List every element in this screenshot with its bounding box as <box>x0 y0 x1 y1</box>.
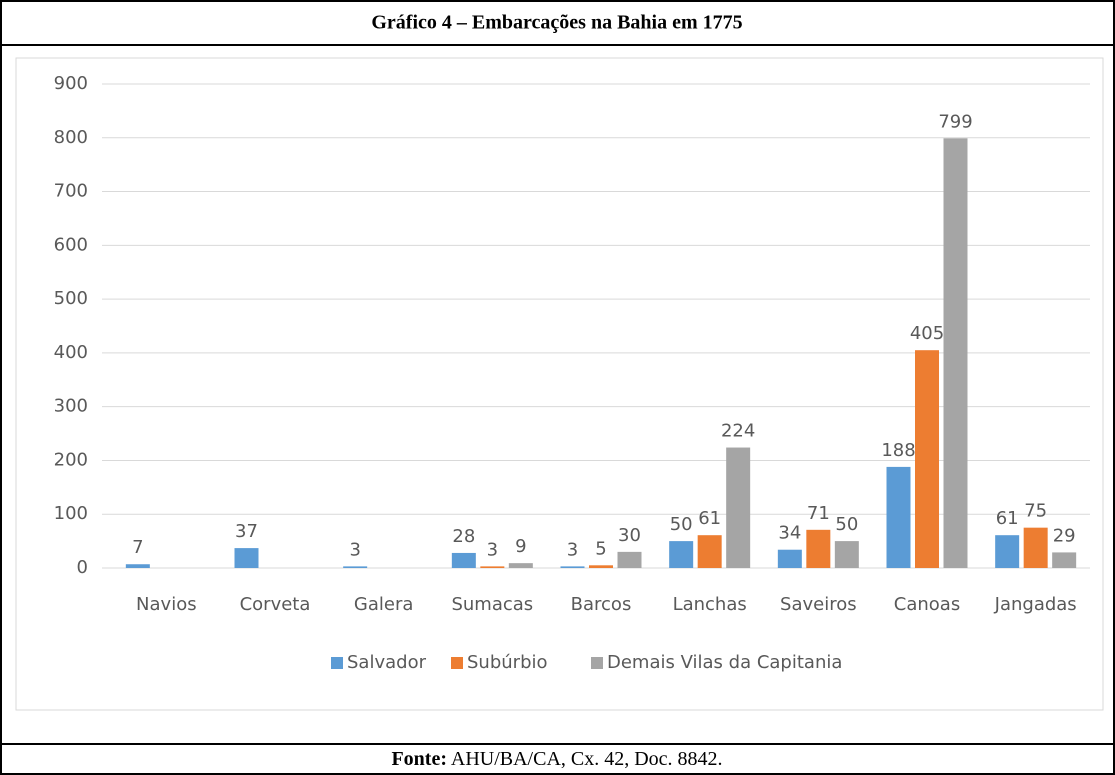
bar <box>617 551 642 568</box>
bar <box>834 541 859 568</box>
source: Fonte: AHU/BA/CA, Cx. 42, Doc. 8842. <box>391 748 722 770</box>
bar <box>806 529 831 568</box>
data-label: 224 <box>721 421 755 442</box>
bar <box>726 447 751 568</box>
data-label: 30 <box>618 525 641 546</box>
bar <box>343 566 368 568</box>
x-tick-label: Lanchas <box>673 594 747 615</box>
x-tick-label: Galera <box>354 594 413 615</box>
legend-swatch <box>331 657 343 669</box>
x-tick-label: Jangadas <box>994 594 1077 615</box>
legend-swatch <box>451 657 463 669</box>
bar <box>451 552 476 568</box>
bar <box>943 138 968 568</box>
data-label: 50 <box>835 514 858 535</box>
x-tick-label: Navios <box>136 594 197 615</box>
y-tick-label: 900 <box>54 73 88 94</box>
x-tick-label: Canoas <box>894 594 960 615</box>
data-label: 799 <box>938 111 972 132</box>
y-tick-label: 500 <box>54 288 88 309</box>
data-label: 5 <box>595 538 606 559</box>
y-tick-label: 200 <box>54 449 88 470</box>
data-label: 34 <box>778 523 801 544</box>
bar <box>995 535 1020 568</box>
legend-swatch <box>591 657 603 669</box>
data-label: 75 <box>1024 501 1047 522</box>
legend-label: Salvador <box>347 652 427 673</box>
bar <box>234 548 259 568</box>
data-label: 61 <box>996 508 1019 529</box>
data-label: 28 <box>452 526 475 547</box>
chart-border <box>15 57 1104 711</box>
bar <box>915 350 939 568</box>
data-label: 405 <box>910 323 944 344</box>
y-tick-label: 400 <box>54 342 88 363</box>
x-tick-label: Corveta <box>240 594 311 615</box>
bar <box>886 466 911 568</box>
data-label: 71 <box>807 503 830 524</box>
source-label: Fonte: <box>391 748 447 770</box>
bar <box>669 541 694 568</box>
data-label: 37 <box>235 521 258 542</box>
bar <box>508 563 533 568</box>
data-label: 61 <box>698 508 721 529</box>
data-label: 188 <box>881 440 915 461</box>
bar <box>125 564 150 568</box>
bar <box>560 566 585 568</box>
legend-label: Demais Vilas da Capitania <box>607 652 842 673</box>
data-label: 3 <box>349 539 360 560</box>
bar <box>1052 552 1077 568</box>
data-label: 3 <box>567 539 578 560</box>
bar <box>1023 527 1048 568</box>
chart-title: Gráfico 4 – Embarcações na Bahia em 1775 <box>371 12 742 34</box>
bar <box>589 565 613 568</box>
y-tick-label: 600 <box>54 234 88 255</box>
bar <box>480 566 505 568</box>
y-tick-label: 800 <box>54 127 88 148</box>
x-tick-label: Barcos <box>571 594 632 615</box>
y-tick-label: 700 <box>54 181 88 202</box>
bar <box>697 535 722 568</box>
source-text: AHU/BA/CA, Cx. 42, Doc. 8842. <box>451 748 723 770</box>
x-tick-label: Saveiros <box>780 594 857 615</box>
legend-label: Subúrbio <box>467 652 548 673</box>
data-label: 7 <box>132 537 143 558</box>
x-tick-label: Sumacas <box>451 594 533 615</box>
y-tick-label: 100 <box>54 503 88 524</box>
y-tick-label: 0 <box>77 557 88 578</box>
data-label: 29 <box>1053 525 1076 546</box>
bar <box>777 549 802 568</box>
y-tick-label: 300 <box>54 396 88 417</box>
data-label: 50 <box>670 514 693 535</box>
data-label: 3 <box>487 539 498 560</box>
data-label: 9 <box>515 536 526 557</box>
